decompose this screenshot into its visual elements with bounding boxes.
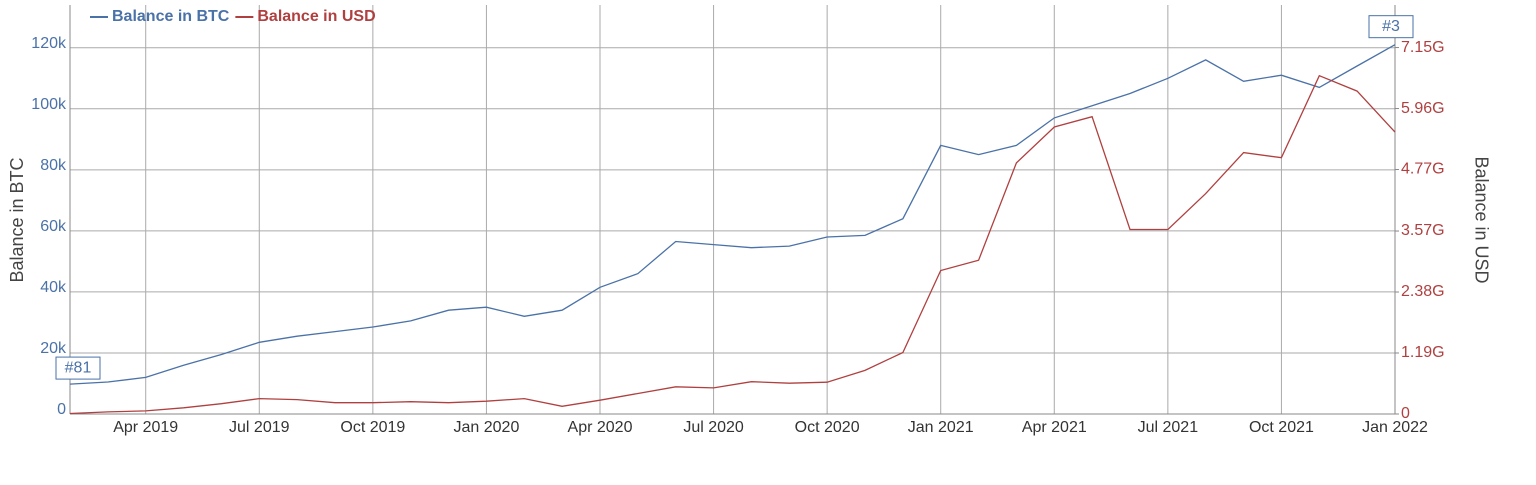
annotation-box — [55, 356, 101, 380]
x-tick-label: Jan 2020 — [454, 419, 520, 436]
x-tick-label: Oct 2019 — [340, 419, 405, 436]
x-tick-label: Jul 2021 — [1138, 419, 1199, 436]
x-tick-label: Oct 2020 — [795, 419, 860, 436]
x-tick-label: Jan 2021 — [908, 419, 974, 436]
y-tick-label: 100k — [31, 96, 67, 113]
y-tick-label: 20k — [40, 340, 67, 357]
y2-axis-title: Balance in USD — [1471, 156, 1491, 283]
annotation: #3 — [1382, 18, 1400, 35]
y2-tick-label: 4.77G — [1401, 161, 1445, 178]
annotation-box — [1368, 15, 1414, 39]
x-tick-label: Apr 2020 — [568, 419, 633, 436]
y2-tick-label: 7.15G — [1401, 39, 1445, 56]
y2-tick-label: 2.38G — [1401, 283, 1445, 300]
x-tick-label: Oct 2021 — [1249, 419, 1314, 436]
y-tick-label: 40k — [40, 279, 67, 296]
series-line — [69, 74, 1396, 415]
x-tick-label: Apr 2021 — [1022, 419, 1087, 436]
y2-tick-label: 0 — [1401, 405, 1410, 422]
x-tick-label: Apr 2019 — [113, 419, 178, 436]
annotation: #81 — [65, 359, 92, 376]
y2-tick-label: 1.19G — [1401, 344, 1445, 361]
x-tick-label: Jul 2019 — [229, 419, 290, 436]
y-tick-label: 60k — [40, 218, 67, 235]
y-tick-label: 0 — [57, 401, 66, 418]
legend-label: Balance in USD — [257, 8, 375, 25]
series-line — [69, 44, 1396, 385]
y-tick-label: 80k — [40, 157, 67, 174]
legend-label: Balance in BTC — [112, 8, 230, 25]
x-tick-label: Jul 2020 — [683, 419, 744, 436]
y2-tick-label: 5.96G — [1401, 100, 1445, 117]
y-tick-label: 120k — [31, 35, 67, 52]
y2-tick-label: 3.57G — [1401, 222, 1445, 239]
x-tick-label: Jan 2022 — [1362, 419, 1428, 436]
y-axis-title: Balance in BTC — [7, 157, 27, 282]
